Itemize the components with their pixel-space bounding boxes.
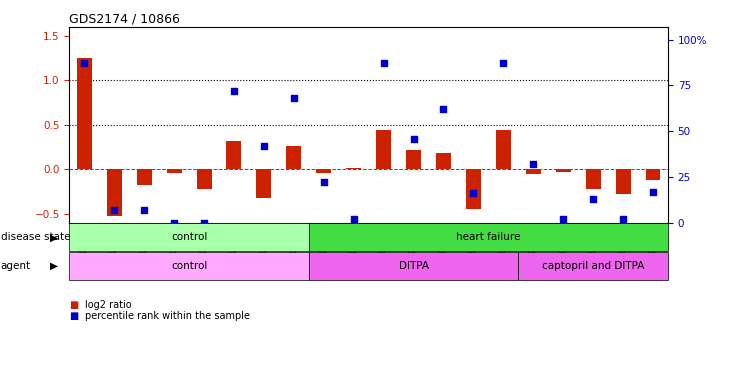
- Point: [347, 216, 359, 222]
- Point: [228, 88, 239, 94]
- Point: [407, 136, 419, 142]
- Point: [648, 189, 659, 195]
- Text: percentile rank within the sample: percentile rank within the sample: [85, 311, 250, 321]
- Bar: [518, 252, 668, 280]
- Point: [468, 190, 480, 197]
- Bar: [309, 252, 518, 280]
- Point: [258, 143, 270, 149]
- Bar: [376, 130, 391, 169]
- Bar: [69, 252, 309, 280]
- Point: [498, 60, 510, 66]
- Bar: [496, 130, 511, 169]
- Text: log2 ratio: log2 ratio: [85, 300, 132, 310]
- Bar: [166, 169, 182, 173]
- Bar: [615, 169, 631, 194]
- Point: [288, 95, 300, 101]
- Point: [168, 220, 180, 226]
- Bar: [526, 169, 541, 174]
- Point: [78, 60, 91, 66]
- Bar: [645, 169, 661, 180]
- Point: [438, 106, 450, 112]
- Bar: [256, 169, 272, 198]
- Text: captopril and DITPA: captopril and DITPA: [542, 261, 645, 271]
- Text: ■: ■: [69, 300, 79, 310]
- Text: DITPA: DITPA: [399, 261, 429, 271]
- Point: [318, 179, 330, 185]
- Point: [587, 196, 599, 202]
- Bar: [226, 141, 242, 169]
- Bar: [316, 169, 331, 173]
- Text: ▶: ▶: [50, 261, 58, 271]
- Bar: [556, 169, 571, 172]
- Text: control: control: [171, 261, 207, 271]
- Text: control: control: [171, 232, 207, 242]
- Bar: [286, 146, 301, 169]
- Text: agent: agent: [1, 261, 31, 271]
- Bar: [436, 153, 451, 169]
- Text: ■: ■: [69, 311, 79, 321]
- Bar: [309, 223, 668, 251]
- Bar: [196, 169, 212, 189]
- Bar: [77, 58, 92, 169]
- Bar: [346, 167, 361, 169]
- Point: [618, 216, 629, 222]
- Point: [528, 161, 539, 167]
- Bar: [406, 150, 421, 169]
- Text: disease state: disease state: [1, 232, 70, 242]
- Point: [199, 220, 210, 226]
- Bar: [107, 169, 122, 215]
- Bar: [137, 169, 152, 185]
- Point: [558, 216, 569, 222]
- Text: ▶: ▶: [50, 232, 58, 242]
- Point: [378, 60, 390, 66]
- Text: GDS2174 / 10866: GDS2174 / 10866: [69, 13, 180, 26]
- Point: [139, 207, 150, 213]
- Bar: [585, 169, 601, 189]
- Text: heart failure: heart failure: [456, 232, 520, 242]
- Bar: [466, 169, 481, 209]
- Point: [108, 207, 120, 213]
- Bar: [69, 223, 309, 251]
